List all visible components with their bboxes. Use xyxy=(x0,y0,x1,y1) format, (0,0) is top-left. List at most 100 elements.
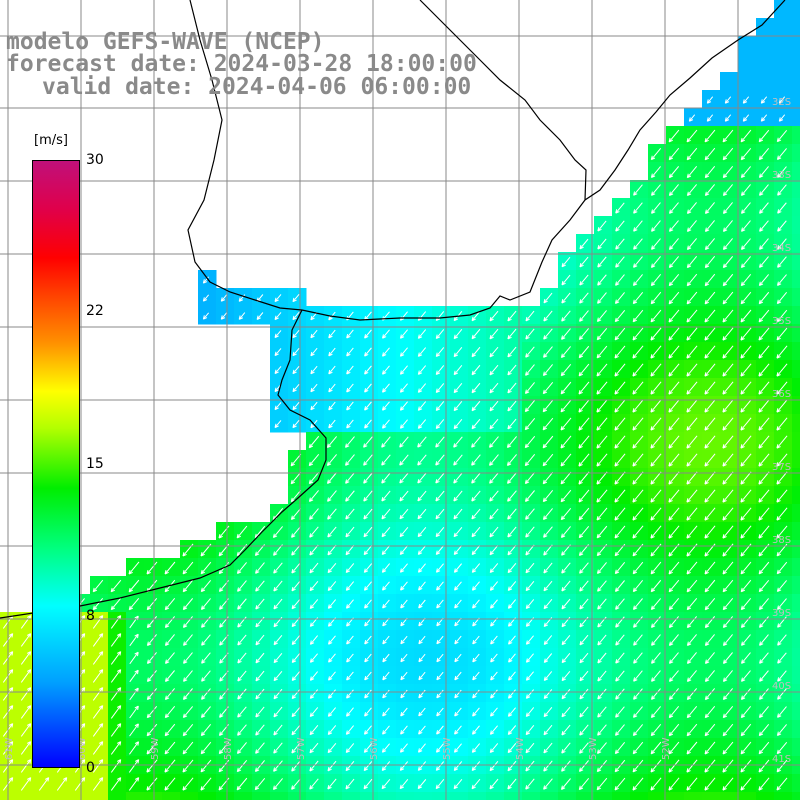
wind-arrow xyxy=(146,616,158,629)
wind-arrow xyxy=(632,309,644,323)
wind-arrow xyxy=(327,725,337,735)
wind-arrow xyxy=(578,435,590,449)
wind-arrow xyxy=(615,706,625,718)
wind-cell xyxy=(126,792,145,800)
wind-arrow xyxy=(686,129,698,143)
wind-arrow xyxy=(758,561,770,575)
wind-arrow xyxy=(454,635,462,645)
wind-arrow xyxy=(417,743,426,753)
wind-arrow xyxy=(182,561,194,575)
wind-arrow xyxy=(92,579,104,593)
wind-arrow xyxy=(364,653,372,663)
wind-arrow xyxy=(435,329,445,340)
wind-arrow xyxy=(668,345,680,359)
wind-arrow xyxy=(399,490,409,502)
wind-arrow xyxy=(722,291,734,305)
wind-cell xyxy=(792,126,800,145)
wind-arrow xyxy=(236,742,247,754)
wind-arrow xyxy=(453,526,463,538)
wind-arrow xyxy=(255,688,265,700)
wind-arrow xyxy=(182,598,194,611)
wind-arrow xyxy=(364,347,372,357)
wind-arrow xyxy=(417,472,427,484)
wind-arrow xyxy=(740,777,752,791)
wind-arrow xyxy=(759,202,769,214)
wind-arrow xyxy=(146,723,158,737)
wind-arrow xyxy=(596,381,608,395)
wind-arrow xyxy=(399,779,409,790)
wind-arrow xyxy=(686,616,698,629)
wind-arrow xyxy=(309,689,319,699)
wind-arrow xyxy=(291,653,301,663)
wind-arrow xyxy=(614,525,626,539)
wind-cell xyxy=(126,720,145,739)
wind-cell xyxy=(540,792,559,800)
wind-arrow xyxy=(507,526,517,538)
wind-cell xyxy=(378,792,397,800)
wind-arrow xyxy=(722,202,733,214)
wind-cell xyxy=(792,612,800,631)
wind-arrow xyxy=(382,653,390,663)
wind-arrow xyxy=(668,238,679,250)
wind-cell xyxy=(288,792,307,800)
wind-arrow xyxy=(327,742,337,754)
wind-arrow xyxy=(704,363,716,377)
wind-arrow xyxy=(579,580,589,592)
wind-cell xyxy=(108,702,127,721)
wind-cell xyxy=(792,702,800,721)
wind-arrow xyxy=(686,670,697,682)
wind-arrow xyxy=(201,616,211,628)
wind-arrow xyxy=(237,688,247,700)
wind-arrow xyxy=(724,114,732,122)
wind-arrow xyxy=(651,220,661,232)
wind-cell xyxy=(792,522,800,541)
wind-cell xyxy=(792,342,800,361)
wind-arrow xyxy=(309,635,319,645)
wind-arrow xyxy=(668,417,680,431)
wind-arrow xyxy=(273,706,283,718)
wind-cell xyxy=(54,792,73,800)
wind-arrow xyxy=(506,436,517,449)
wind-arrow xyxy=(650,291,662,305)
wind-arrow xyxy=(686,381,698,395)
wind-cell xyxy=(792,324,800,343)
wind-arrow xyxy=(382,401,390,411)
wind-arrow xyxy=(435,472,445,484)
wind-arrow xyxy=(435,311,445,322)
wind-arrow xyxy=(704,561,716,575)
wind-arrow xyxy=(164,652,175,664)
wind-arrow xyxy=(507,760,517,772)
wind-arrow xyxy=(328,365,336,375)
wind-arrow xyxy=(686,688,698,701)
wind-arrow xyxy=(686,417,698,431)
wind-arrow xyxy=(686,273,698,287)
wind-cell xyxy=(0,666,19,685)
wind-arrow xyxy=(344,436,355,448)
wind-arrow xyxy=(614,777,626,791)
wind-arrow xyxy=(668,363,680,377)
wind-arrow xyxy=(686,147,698,161)
wind-arrow xyxy=(308,435,320,449)
wind-arrow xyxy=(543,724,553,736)
wind-arrow xyxy=(776,759,788,773)
wind-cell xyxy=(108,720,127,739)
wind-arrow xyxy=(328,635,336,645)
wind-cell xyxy=(792,594,800,613)
wind-arrow xyxy=(417,545,427,555)
wind-arrow xyxy=(543,598,553,610)
wind-arrow xyxy=(490,671,498,681)
wind-arrow xyxy=(364,599,372,609)
wind-arrow xyxy=(597,220,607,232)
wind-cell xyxy=(324,792,343,800)
wind-arrow xyxy=(489,382,499,394)
wind-cell xyxy=(774,0,793,19)
wind-cell xyxy=(90,666,109,685)
wind-arrow xyxy=(597,274,607,286)
wind-arrow xyxy=(363,454,373,466)
wind-arrow xyxy=(722,417,734,431)
wind-arrow xyxy=(650,723,662,737)
wind-arrow xyxy=(182,777,194,791)
wind-cell xyxy=(414,792,433,800)
wind-arrow xyxy=(758,345,770,359)
wind-arrow xyxy=(686,634,697,646)
